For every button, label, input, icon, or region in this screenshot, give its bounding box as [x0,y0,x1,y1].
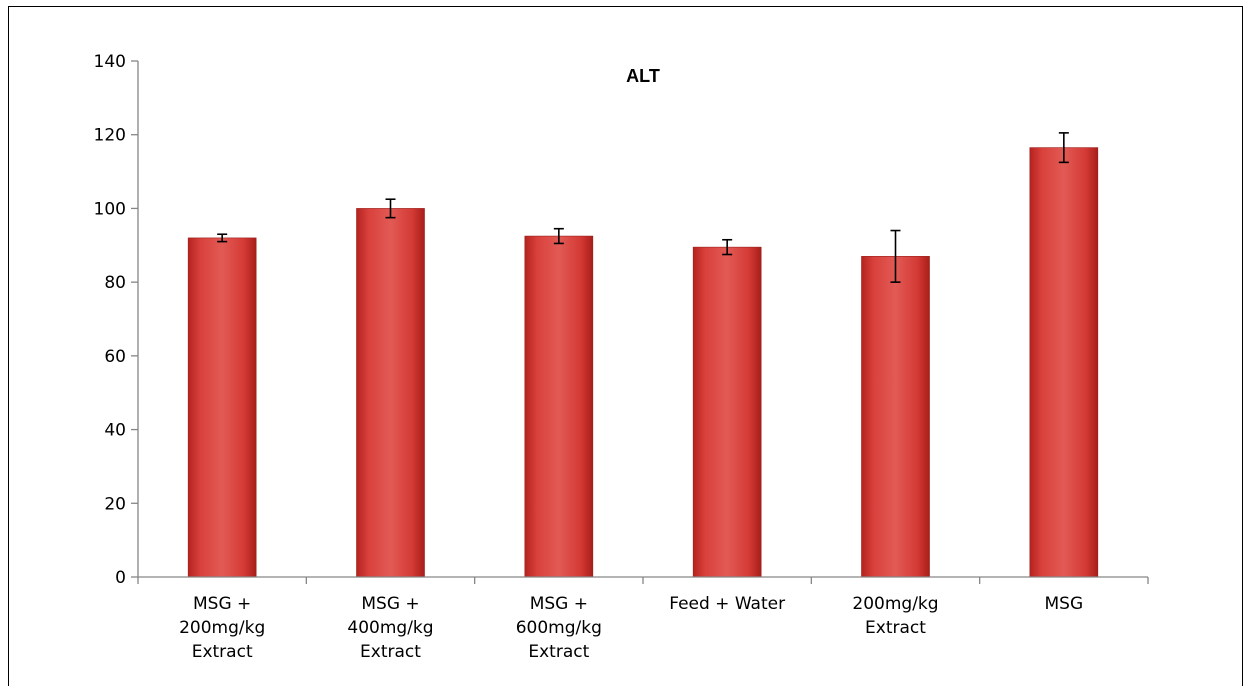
y-tick-label: 0 [115,568,126,588]
x-category-label: MSG [1045,594,1084,614]
x-category-label-line: 200mg/kg [852,594,938,614]
x-category-label-line: 200mg/kg [179,618,265,638]
y-tick-label: 80 [104,273,126,293]
y-tick-label: 40 [104,421,126,441]
x-category-label-line: Extract [192,642,253,662]
y-tick-label: 60 [104,347,126,367]
chart-title: ALT [626,66,660,86]
y-tick-label: 100 [94,199,126,219]
bar [1029,147,1099,578]
x-category-label: MSG + 400mg/kg Extract [347,594,433,662]
x-category-label-line: 600mg/kg [516,618,602,638]
x-category-label-line: Feed + Water [669,594,785,614]
x-category-label-line: Extract [528,642,589,662]
bars [187,132,1099,578]
x-axis: MSG + 200mg/kg Extract MSG + 400mg/kg Extract… [137,576,1149,662]
y-tick-label: 120 [94,126,126,146]
x-category-label: Feed + Water [669,594,785,614]
x-category-label-line: MSG + [193,594,251,614]
x-category-label-line: Extract [865,618,926,638]
x-category-label-line: MSG [1045,594,1084,614]
bar [524,235,594,578]
x-category-label-line: 400mg/kg [347,618,433,638]
x-category-label-line: MSG + [530,594,588,614]
x-category-label: MSG + 600mg/kg Extract [516,594,602,662]
x-category-label: MSG + 200mg/kg Extract [179,594,265,662]
y-axis: 0 20 40 60 80 100 120 140 [94,52,139,588]
bar [861,256,930,578]
x-category-label: 200mg/kg Extract [852,594,938,638]
chart-frame [8,6,1243,686]
x-category-label-line: Extract [360,642,421,662]
bar [692,246,762,578]
bar [187,237,257,578]
y-tick-label: 140 [94,52,126,72]
bar [356,208,425,578]
y-tick-label: 20 [104,494,126,514]
x-category-label-line: MSG + [361,594,419,614]
